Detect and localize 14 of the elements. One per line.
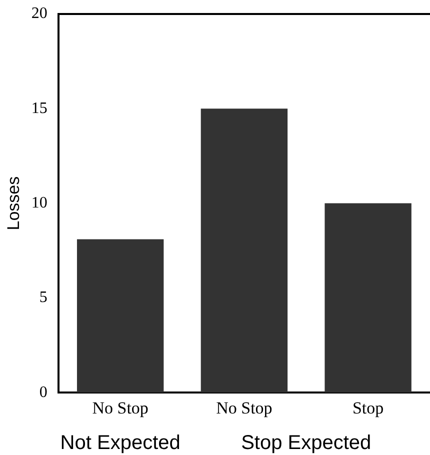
bar [200,108,288,393]
text: Stop Expected [241,432,372,454]
y-tick-label: 5 [39,289,48,306]
y-axis-title: Losses [4,176,23,230]
bar [324,203,412,393]
y-tick-label: 15 [31,100,48,117]
y-tick-label: 10 [31,194,48,212]
y-tick-label: 20 [31,5,48,22]
y-tick-label: 0 [39,384,48,401]
x-tick-label: Stop [352,398,384,418]
x-tick-label: No Stop [216,398,272,418]
x-tick-label: No Stop [92,398,148,418]
text: Not Expected [60,432,180,454]
bar [76,239,164,393]
